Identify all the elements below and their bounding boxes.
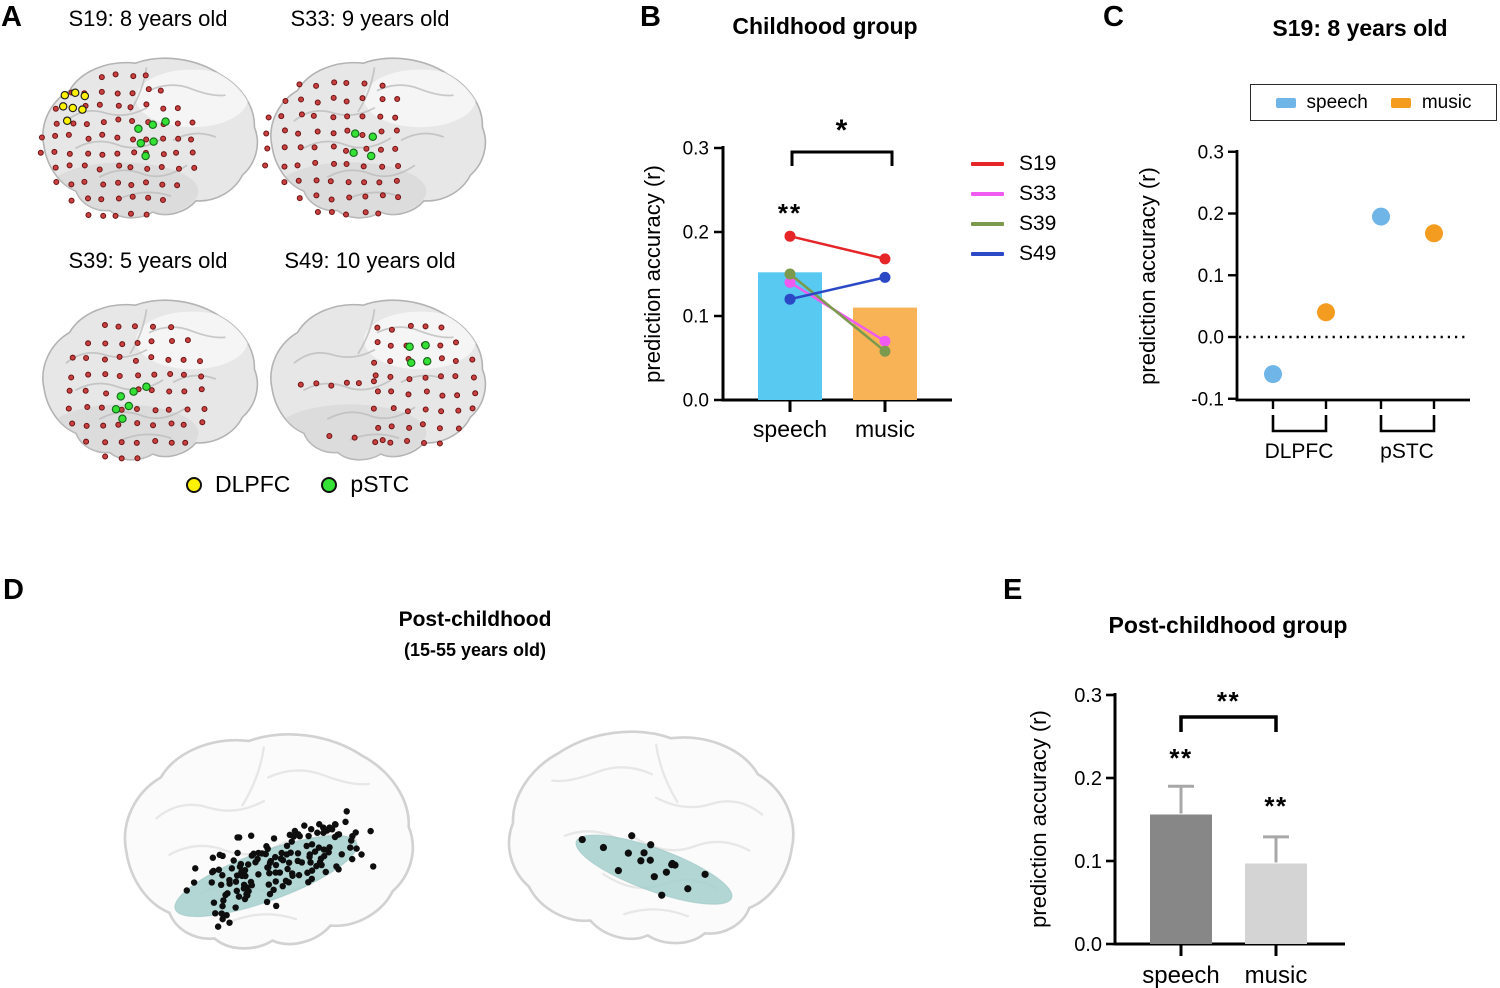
post-childhood-title: Post-childhood <box>398 608 552 631</box>
svg-text:0.0: 0.0 <box>1074 934 1102 956</box>
brain-shape <box>507 730 795 945</box>
subject-title-s33: S33: 9 years old <box>290 6 450 31</box>
svg-text:**: ** <box>1264 791 1287 821</box>
bars <box>1150 784 1307 944</box>
electrode-dots <box>578 832 709 899</box>
s33-line-icon <box>971 192 1004 196</box>
electrode-dots <box>183 808 377 930</box>
svg-text:prediction accuracy (r): prediction accuracy (r) <box>1135 167 1160 385</box>
subject-title-s49: S49: 10 years old <box>284 248 456 273</box>
panel-b-label: B <box>640 1 661 33</box>
legend-item-s33: S33 <box>971 182 1057 205</box>
brain-render-s33 <box>262 57 487 219</box>
svg-text:0.1: 0.1 <box>683 307 709 328</box>
svg-text:speech: speech <box>1142 962 1219 988</box>
svg-text:0.0: 0.0 <box>683 391 709 412</box>
post-childhood-group-title: Post-childhood group <box>1108 612 1348 638</box>
dlpfc-legend-label: DLPFC <box>215 471 291 497</box>
svg-text:**: ** <box>1217 686 1240 716</box>
s49-line-icon <box>971 252 1004 256</box>
svg-text:**: ** <box>778 198 802 228</box>
svg-text:prediction accuracy (r): prediction accuracy (r) <box>640 165 665 383</box>
panel-e-label: E <box>1003 574 1023 606</box>
brain-shape <box>270 299 487 461</box>
post-childhood-brain-left <box>123 733 415 950</box>
panel-d-label: D <box>3 574 24 606</box>
s19-regions-chart: -0.1 0.0 0.1 0.2 0.3 prediction accuracy (r) D… <box>1135 142 1470 463</box>
brain-texture <box>46 67 248 218</box>
roi-electrodes <box>58 88 170 161</box>
roi-electrodes <box>111 382 151 424</box>
svg-text:0.3: 0.3 <box>683 139 709 160</box>
subject-title-s19: S19: 8 years old <box>68 6 228 31</box>
brain-shape <box>123 733 415 950</box>
svg-text:0.3: 0.3 <box>1074 685 1102 707</box>
electrode-grid <box>262 79 402 218</box>
legend-item-s19: S19 <box>971 152 1057 175</box>
svg-text:music: music <box>855 416 915 442</box>
pstc-marker-icon <box>321 476 338 493</box>
svg-text:*: * <box>836 114 848 147</box>
svg-text:0.2: 0.2 <box>1074 768 1102 790</box>
subject-title-s39: S39: 5 years old <box>68 248 228 273</box>
svg-text:0.3: 0.3 <box>1198 142 1224 163</box>
svg-text:**: ** <box>1169 743 1192 773</box>
roi-electrodes <box>349 129 378 161</box>
svg-text:prediction accuracy (r): prediction accuracy (r) <box>1026 710 1051 928</box>
speech-music-legend: speech music <box>1250 84 1497 121</box>
speech-marker-icon <box>1275 97 1296 108</box>
svg-text:0.2: 0.2 <box>683 223 709 244</box>
childhood-group-chart: 0.0 0.1 0.2 0.3 prediction accuracy (r) speec… <box>640 114 952 442</box>
brain-render-s49 <box>270 299 487 461</box>
s19-legend-label: S19 <box>1019 152 1057 175</box>
post-childhood-brain-right <box>507 730 795 945</box>
s19-regions-title: S19: 8 years old <box>1272 15 1448 41</box>
brain-shape <box>262 57 487 219</box>
electrode-grid <box>65 322 208 462</box>
panel-a-label: A <box>1 1 22 33</box>
s19-line-icon <box>971 162 1004 166</box>
svg-text:0.1: 0.1 <box>1074 851 1102 873</box>
svg-text:speech: speech <box>753 416 827 442</box>
s39-legend-label: S39 <box>1019 212 1057 235</box>
speech-legend-label: speech <box>1306 91 1368 113</box>
s49-legend-label: S49 <box>1019 242 1057 265</box>
svg-text:0.2: 0.2 <box>1198 204 1224 225</box>
svg-text:0.0: 0.0 <box>1198 328 1224 349</box>
legend-item-s49: S49 <box>971 242 1057 265</box>
svg-text:DLPFC: DLPFC <box>1265 440 1334 463</box>
stg-region <box>575 834 733 905</box>
legend-item-s39: S39 <box>971 212 1057 235</box>
dlpfc-marker-icon <box>186 476 202 493</box>
svg-text:music: music <box>1245 962 1308 988</box>
childhood-group-title: Childhood group <box>732 13 918 39</box>
subject-lines <box>784 230 891 357</box>
brain-shape <box>37 57 259 219</box>
music-marker-icon <box>1390 97 1411 108</box>
roi-electrodes <box>405 340 432 368</box>
brain-render-s39 <box>42 299 259 462</box>
post-childhood-group-chart: 0.0 0.1 0.2 0.3 prediction accuracy (r) speec… <box>1026 685 1345 988</box>
s33-legend-label: S33 <box>1019 182 1057 205</box>
electrode-grid <box>37 71 198 219</box>
post-childhood-subtitle: (15-55 years old) <box>403 640 547 660</box>
brain-render-s19 <box>37 57 259 219</box>
data-points <box>1264 207 1443 384</box>
music-legend-label: music <box>1421 91 1472 113</box>
electrode-legend: DLPFC pSTC <box>186 471 409 498</box>
svg-text:-0.1: -0.1 <box>1191 389 1224 410</box>
brain-shape <box>42 299 259 462</box>
pstc-legend-label: pSTC <box>350 471 410 497</box>
electrode-grid <box>297 322 479 447</box>
svg-text:0.1: 0.1 <box>1198 266 1224 287</box>
panel-c-label: C <box>1103 1 1124 33</box>
bars <box>758 272 917 400</box>
svg-text:pSTC: pSTC <box>1380 440 1434 463</box>
subject-legend: S19 S33 S39 S49 <box>971 152 1057 265</box>
s39-line-icon <box>971 222 1004 226</box>
